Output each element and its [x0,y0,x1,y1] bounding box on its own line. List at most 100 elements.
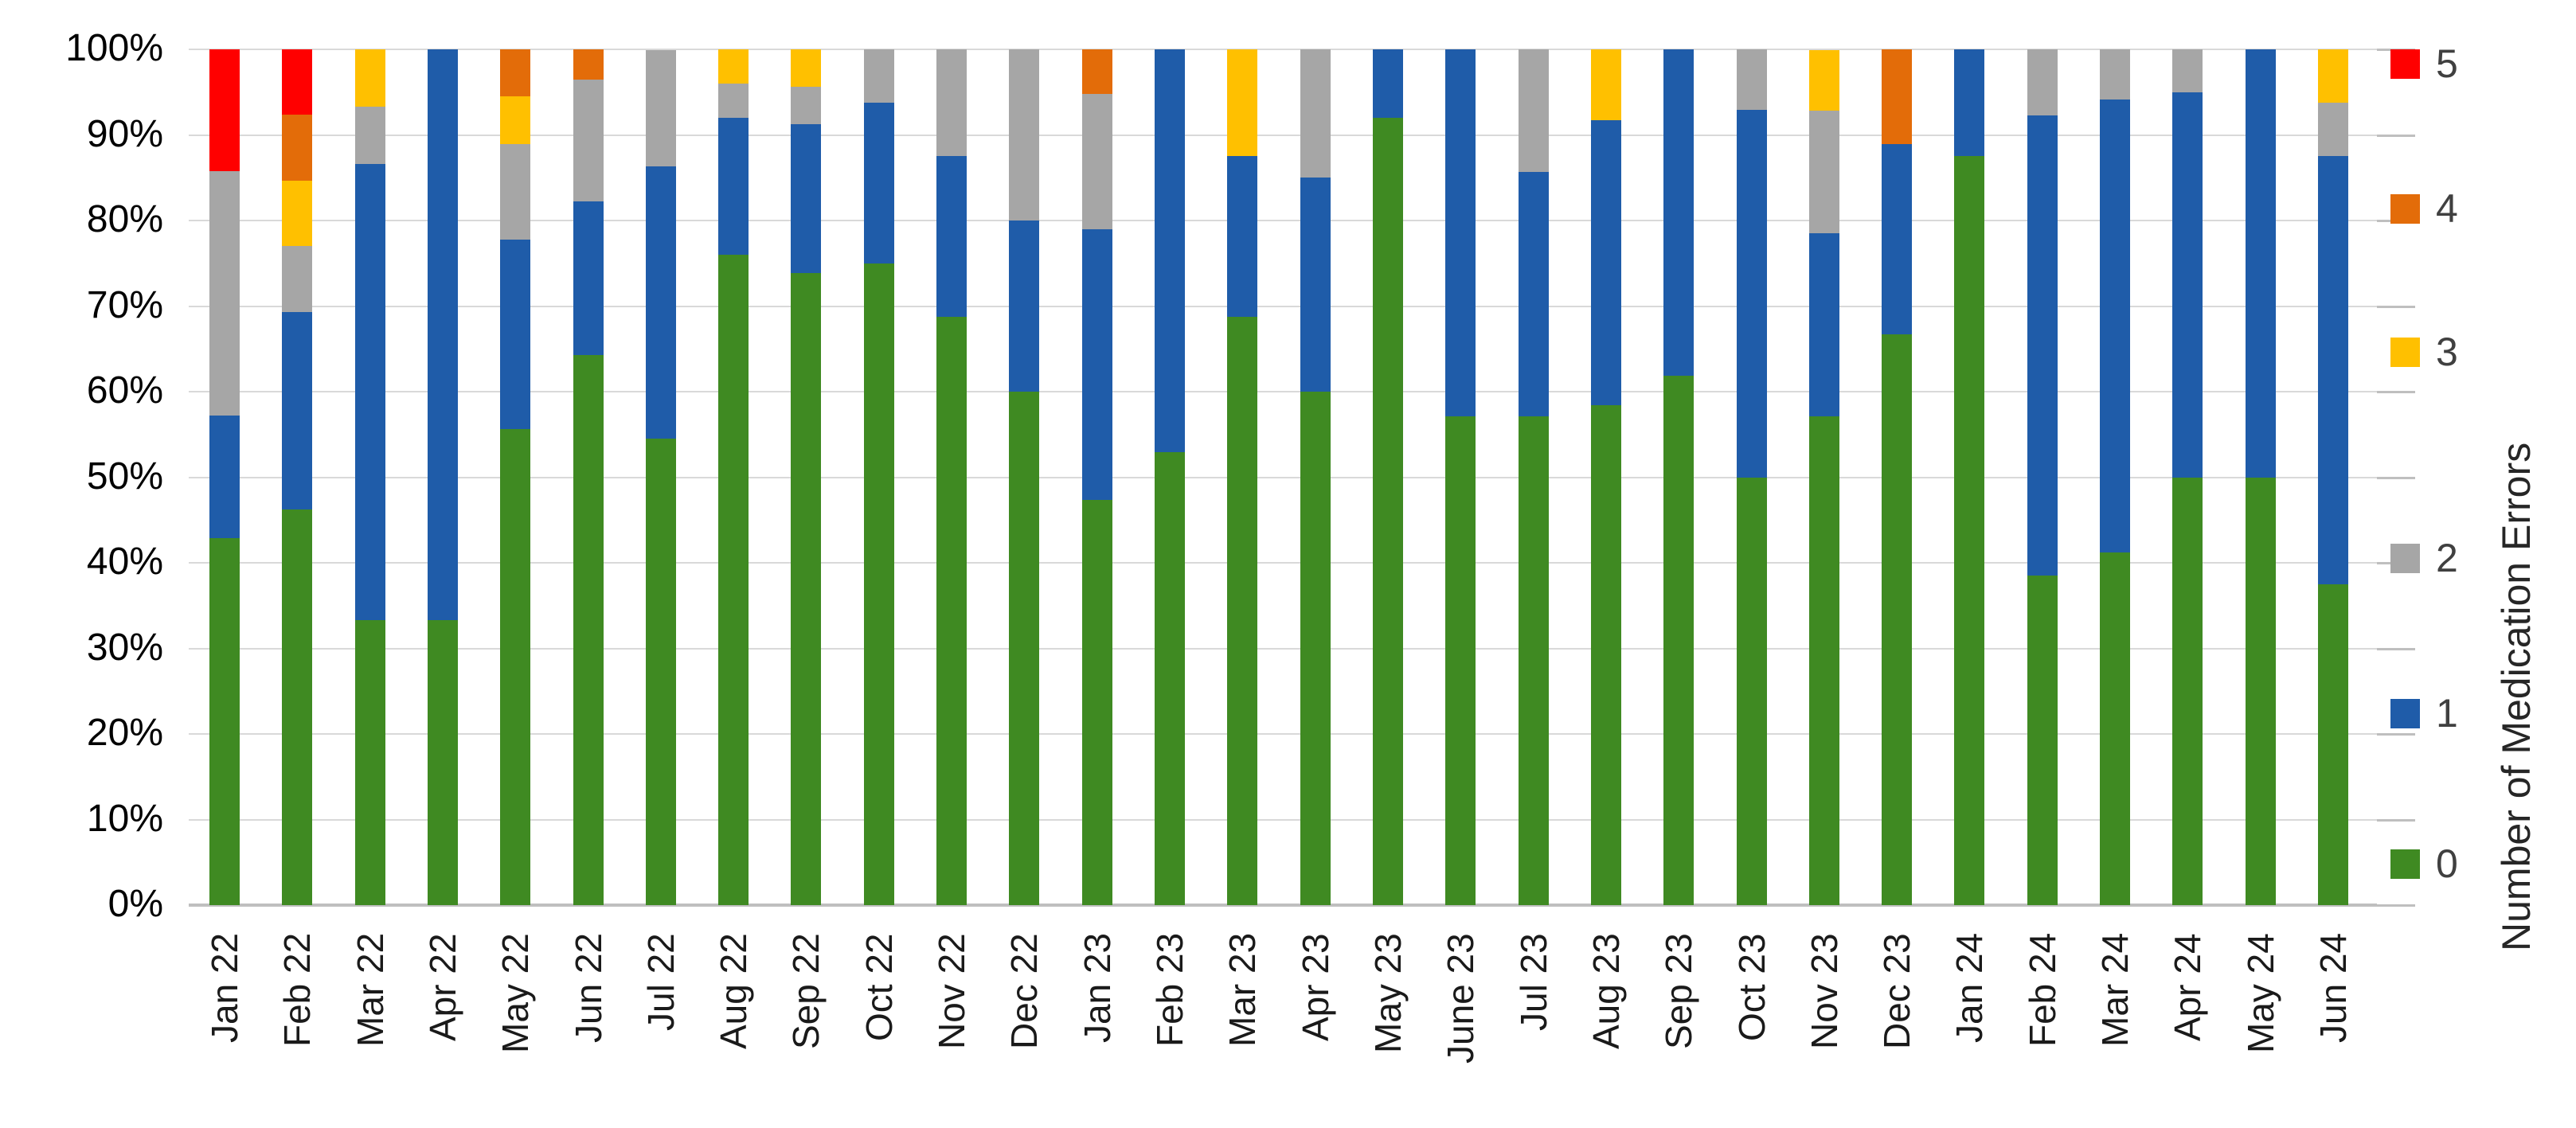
x-axis-label-feb-23: Feb 23 [1149,932,1190,1047]
x-axis-label-oct-22: Oct 22 [858,933,900,1041]
bar-aug-23 [1591,49,1621,905]
x-axis-label-nov-23: Nov 23 [1804,933,1845,1049]
y-axis-label-70: 70% [86,283,163,326]
segment-errors-0 [573,354,604,905]
x-axis-label-mar-22: Mar 22 [350,932,391,1047]
segment-errors-1 [1519,171,1549,417]
y-axis-label-30: 30% [86,626,163,669]
gridline-20 [189,733,2377,735]
x-axis-label-apr-22: Apr 22 [422,933,463,1041]
segment-errors-0 [718,255,749,905]
segment-errors-1 [1082,228,1112,500]
legend-label-3: 3 [2436,330,2458,374]
legend-swatch-3 [2390,337,2420,367]
y-axis-label-80: 80% [86,198,163,240]
right-axis-tick [2377,648,2415,650]
y-axis-label-90: 90% [86,112,163,155]
x-axis-label-apr-23: Apr 23 [1295,933,1336,1041]
segment-errors-1 [428,49,458,620]
segment-errors-0 [428,620,458,905]
y-axis-label-0: 0% [107,883,163,925]
segment-errors-0 [1809,416,1839,905]
segment-errors-3 [355,49,385,107]
x-axis-label-may-22: May 22 [494,933,536,1053]
right-axis-tick [2377,904,2415,907]
segment-errors-4 [282,114,312,181]
segment-errors-5 [282,49,312,115]
x-axis-label-may-24: May 24 [2240,933,2281,1053]
segment-errors-1 [2100,100,2130,553]
segment-errors-1 [2172,92,2203,478]
legend-swatch-0 [2390,849,2420,879]
bar-nov-22 [936,49,967,905]
segment-errors-1 [1663,49,1694,376]
segment-errors-1 [573,201,604,355]
right-axis-tick [2377,733,2415,736]
segment-errors-0 [1882,334,1912,905]
right-axis-tick [2377,135,2415,137]
legend-swatch-2 [2390,543,2420,573]
bar-may-24 [2246,49,2276,905]
x-axis-label-jun-22: Jun 22 [568,932,609,1043]
bar-dec-22 [1009,49,1039,905]
bar-sep-23 [1663,49,1694,905]
bar-nov-23 [1809,49,1839,905]
gridline-40 [189,562,2377,564]
segment-errors-5 [209,49,240,171]
segment-errors-0 [1445,416,1476,905]
segment-errors-2 [1737,49,1767,111]
segment-errors-2 [718,84,749,118]
y-axis-label-60: 60% [86,369,163,412]
gridline-70 [189,306,2377,307]
segment-errors-1 [1809,233,1839,417]
segment-errors-1 [864,103,894,263]
gridline-50 [189,477,2377,478]
segment-errors-1 [1445,49,1476,417]
bar-may-23 [1373,49,1403,905]
gridline-100 [189,49,2377,50]
segment-errors-2 [1809,111,1839,234]
segment-errors-0 [936,316,967,905]
y-axis-label-100: 100% [65,27,163,69]
segment-errors-0 [791,272,821,905]
legend-swatch-1 [2390,698,2420,728]
segment-errors-3 [500,96,530,145]
bar-mar-22 [355,49,385,905]
x-axis-label-dec-22: Dec 22 [1003,933,1045,1049]
legend-item-1: 1 [2390,693,2458,733]
gridline-60 [189,391,2377,392]
segment-errors-0 [2246,477,2276,905]
x-axis-label-aug-23: Aug 23 [1585,933,1627,1049]
segment-errors-0 [2100,552,2130,905]
x-axis-line [189,904,2377,907]
bar-feb-23 [1155,49,1185,905]
x-axis-label-feb-24: Feb 24 [2022,932,2063,1047]
segment-errors-1 [791,123,821,273]
legend-label-2: 2 [2436,536,2458,580]
legend-label-1: 1 [2436,691,2458,736]
segment-errors-0 [2027,576,2058,905]
segment-errors-1 [718,118,749,255]
segment-errors-4 [1882,49,1912,145]
bar-oct-23 [1737,49,1767,905]
segment-errors-0 [209,537,240,905]
gridline-10 [189,819,2377,821]
bar-jan-22 [209,49,240,905]
legend-item-4: 4 [2390,189,2458,228]
legend-item-2: 2 [2390,538,2458,578]
segment-errors-1 [2318,156,2348,584]
segment-errors-0 [1954,156,1984,905]
segment-errors-1 [1954,49,1984,157]
segment-errors-1 [646,166,676,439]
segment-errors-2 [646,50,676,167]
segment-errors-0 [2318,584,2348,905]
segment-errors-2 [1009,49,1039,221]
segment-errors-0 [864,263,894,905]
x-axis-label-jan-22: Jan 22 [204,932,245,1043]
x-axis-label-june-23: June 23 [1440,933,1481,1064]
segment-errors-2 [282,246,312,312]
segment-errors-0 [355,620,385,905]
gridline-90 [189,135,2377,136]
segment-errors-2 [1519,49,1549,172]
